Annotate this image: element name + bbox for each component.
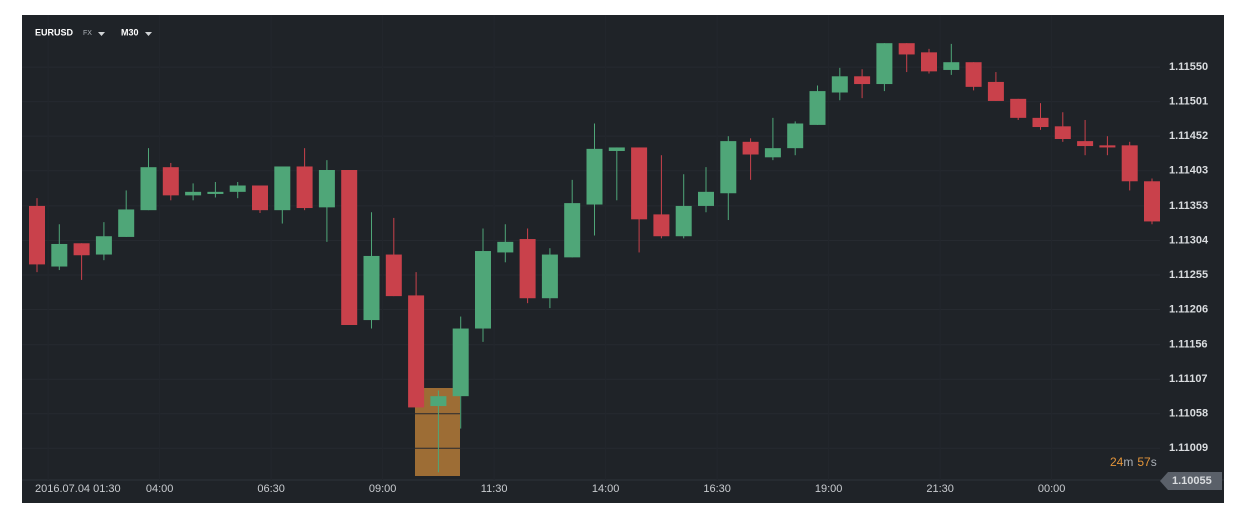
candle-body (95, 236, 112, 255)
candle-body (385, 254, 402, 297)
y-tick-label: 1.11206 (1169, 303, 1208, 315)
candle-body (876, 43, 893, 85)
x-tick-label: 14:00 (592, 483, 620, 495)
candle-body (809, 91, 826, 125)
candle-body (363, 255, 380, 321)
candle-body (586, 148, 603, 205)
candle-body (965, 62, 982, 87)
candle-body (452, 328, 469, 397)
candle-body (720, 141, 737, 194)
y-tick-label: 1.11304 (1169, 234, 1209, 246)
x-tick-label: 19:00 (815, 483, 843, 495)
y-tick-label: 1.11009 (1169, 442, 1208, 454)
market[interactable]: FX (83, 30, 92, 37)
x-tick-label: 2016.07.04 01:30 (35, 483, 121, 495)
countdown-unit: s (1151, 455, 1157, 469)
candle-body (296, 166, 313, 209)
candle-body (1144, 181, 1160, 222)
candle-body (1077, 141, 1094, 147)
candle-body (140, 167, 157, 211)
countdown-value: 57 (1137, 455, 1151, 469)
candle-body (162, 167, 179, 196)
candle-body (831, 76, 848, 93)
candle-body (921, 52, 937, 72)
x-tick-label: 16:30 (703, 483, 731, 495)
y-tick-label: 1.11452 (1169, 130, 1208, 142)
x-tick-label: 11:30 (481, 483, 508, 495)
candle-body (118, 209, 135, 237)
y-tick-label: 1.11501 (1169, 96, 1208, 108)
x-tick-label: 06:30 (257, 483, 285, 495)
candle-body (497, 241, 514, 253)
symbol[interactable]: EURUSD (35, 27, 74, 37)
countdown-value: 24 (1110, 455, 1124, 469)
candle-body (541, 254, 558, 299)
y-tick-label: 1.11156 (1169, 339, 1208, 351)
x-tick-label: 21:30 (926, 483, 954, 495)
dropdown-icon[interactable] (98, 32, 105, 36)
candle-body (29, 205, 45, 265)
y-tick-label: 1.11255 (1169, 269, 1208, 281)
y-tick-label: 1.11107 (1169, 373, 1208, 385)
candle-body (341, 170, 358, 325)
candle-body (475, 251, 491, 329)
last-price-tag (1160, 472, 1222, 490)
candle-body (229, 185, 246, 192)
candle-body (787, 123, 804, 149)
countdown-unit: m (1123, 455, 1133, 469)
candle-body (608, 147, 625, 151)
candle-body (185, 191, 202, 196)
candle-body (1099, 145, 1116, 148)
candle-body (1010, 98, 1027, 118)
candle-body (764, 148, 781, 158)
candle-body (675, 205, 692, 237)
candle-body (408, 295, 425, 408)
dropdown-icon[interactable] (145, 32, 152, 36)
candle-body (854, 76, 871, 85)
y-tick-label: 1.11550 (1169, 61, 1208, 73)
candle-body (519, 239, 536, 299)
plot (22, 15, 1160, 480)
candle-body (631, 147, 648, 220)
timeframe[interactable]: M30 (121, 27, 139, 37)
y-tick-label: 1.11403 (1169, 165, 1208, 177)
candle-body (564, 203, 581, 258)
x-tick-label: 00:00 (1038, 483, 1066, 495)
candle-body (943, 62, 960, 70)
x-tick-label: 09:00 (369, 483, 397, 495)
candle-body (1121, 145, 1138, 182)
candle-body (73, 243, 90, 256)
y-tick-label: 1.11058 (1169, 408, 1208, 420)
candle-body (653, 214, 670, 237)
candle-body (207, 191, 224, 194)
candle-body (274, 166, 291, 211)
candle-body (987, 81, 1004, 101)
chart-background (22, 15, 1224, 503)
candle-body (742, 141, 759, 155)
last-price: 1.10055 (1172, 475, 1212, 487)
candle-body (252, 185, 268, 211)
candle-body (318, 170, 335, 208)
x-tick-label: 04:00 (146, 483, 174, 495)
y-tick-label: 1.11353 (1169, 200, 1208, 212)
candle-body (898, 43, 915, 55)
countdown: 24m 57s (1110, 455, 1157, 469)
candle-body (430, 396, 447, 407)
candle-body (698, 191, 714, 206)
candle-body (1054, 126, 1071, 139)
candle-body (1032, 117, 1049, 128)
candle-body (51, 243, 68, 267)
